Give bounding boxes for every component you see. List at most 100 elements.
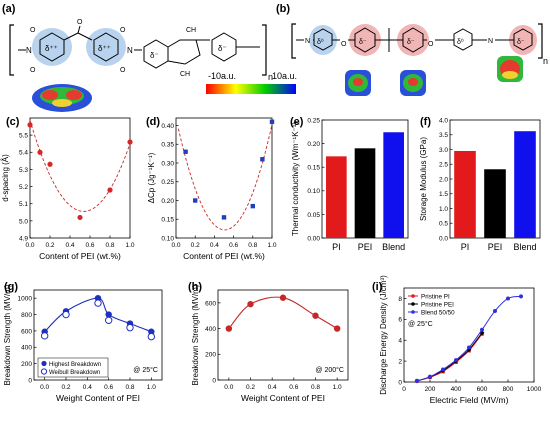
chart-h: (h) 0 200 400 600 0.0 0.2 0.4 0.6 0.8 1.0 Weight C…: [188, 281, 349, 403]
chart-d: (d) 0.10 0.15 0.20 0.25 0.30 0.35 0.40 0.0 0.2 0.…: [146, 116, 277, 261]
x-tick-label: 1.0: [125, 242, 134, 249]
plot-frame: [403, 287, 535, 383]
panel-label-f: (f): [420, 116, 431, 128]
plot-frame: [33, 289, 163, 381]
y-tick-label: 5.0: [19, 218, 28, 225]
atom-n: N: [127, 46, 133, 55]
bracket-left-a: [9, 24, 14, 76]
atom-o: O: [341, 41, 347, 48]
y-tick-label: 0.35: [161, 142, 174, 149]
x-tick-label: 0.6: [289, 384, 298, 391]
esp-map-b1: [345, 70, 371, 96]
chart-c: (c) 4.9 5.0 5.1 5.2 5.3 5.4 5.5 0.0 0.2 0.4 0.6 0.8…: [1, 116, 135, 261]
x-tick-label: 400: [451, 386, 462, 393]
scale-max-label: 10a.u.: [272, 71, 297, 81]
data-point: [37, 149, 43, 155]
x-category-label: Blend: [513, 242, 536, 252]
atom-o: O: [428, 41, 434, 48]
data-point: [428, 374, 432, 379]
y-tick-label: 0.20: [161, 198, 174, 205]
y-tick-label: 5.4: [19, 150, 28, 157]
repeat-n-a: n: [268, 72, 273, 82]
atom-n: N: [488, 38, 493, 45]
data-point: [519, 294, 523, 299]
chart-f: (f) 0.0 0.5 1.0 1.5 2.0 2.5 3.0 3.5 4.0 Storage M…: [419, 116, 541, 252]
data-point: [260, 157, 265, 162]
data-point: [333, 325, 341, 332]
y-tick-label: 0.25: [307, 117, 320, 124]
x-tick-label: 1.0: [147, 384, 156, 391]
x-tick-label: 0.4: [65, 242, 74, 249]
data-point: [279, 294, 287, 301]
y-tick-label: 3.5: [439, 132, 448, 139]
x-tick-label: 0: [402, 386, 406, 393]
data-point: [415, 378, 419, 383]
esp-map-a: [32, 84, 92, 112]
fit-curve: [177, 124, 273, 231]
ring-b1: [313, 28, 333, 51]
delta-m-1: δ⁻: [150, 51, 159, 60]
chart-e: (e) 0.00 0.05 0.10 0.15 0.20 0.25 Thermal cond…: [290, 116, 409, 252]
y-tick-label: 0: [398, 379, 402, 386]
pink-region-2: [397, 24, 429, 56]
x-tick-label: 0.0: [40, 384, 49, 391]
temperature-annotation: @ 25°C: [408, 320, 433, 328]
carbonyl-bridge: [63, 25, 93, 41]
data-point-open: [62, 310, 70, 319]
atom-n: N: [305, 38, 310, 45]
series-line: [416, 333, 483, 382]
x-category-label: Blend: [382, 242, 405, 252]
y-tick-label: 800: [21, 312, 32, 319]
x-tick-label: 1000: [527, 386, 542, 393]
ring-b2: [354, 27, 376, 53]
x-tick-label: 0.4: [268, 384, 277, 391]
legend-marker: [411, 302, 415, 306]
y-tick-label: 4: [398, 338, 402, 345]
atom-o: O: [77, 19, 83, 26]
data-point: [193, 198, 198, 203]
x-category-label: PI: [461, 242, 470, 252]
x-axis-label: Content of PEI (wt.%): [39, 251, 121, 261]
data-point: [454, 358, 458, 363]
y-axis-label: d-spacing (Å): [1, 154, 10, 202]
x-tick-label: 0.0: [25, 242, 34, 249]
x-tick-label: 0.4: [83, 384, 92, 391]
data-point-open: [126, 323, 134, 332]
x-tick-label: 0.6: [229, 242, 238, 249]
delta-0-1: δ⁰: [317, 38, 324, 46]
delta-m-5: δ⁻: [517, 39, 525, 46]
chart-g: (g) 0 200 400 600 800 1000 0.0 0.2 0.4 0.6 0.8 1.0 W…: [3, 281, 163, 403]
panel-label-e: (e): [290, 116, 304, 128]
isopropylidene: [375, 28, 403, 52]
ring-2: [93, 32, 119, 62]
data-point: [467, 345, 471, 350]
bar: [484, 169, 506, 238]
x-category-label: PEI: [358, 242, 373, 252]
y-tick-label: 0.0: [439, 235, 448, 242]
bracket-left-b: [291, 23, 296, 59]
y-tick-label: 600: [21, 328, 32, 335]
bar: [514, 131, 536, 238]
x-tick-label: 0.2: [61, 384, 70, 391]
data-point: [312, 312, 319, 319]
x-axis-label: Weight Content of PEI: [241, 393, 325, 403]
y-axis-label: Breakdown Strength (MV/m): [3, 284, 12, 385]
y-tick-label: 3.0: [439, 147, 448, 154]
x-tick-label: 1.0: [333, 384, 342, 391]
plot-frame: [175, 117, 273, 239]
panel-a: (a) n N O O δ⁺⁺ O δ⁺⁺ O O N δ⁻ CH CH δ⁻: [2, 3, 297, 112]
data-point: [27, 122, 33, 128]
delta-m-4: δ⁻: [407, 39, 415, 46]
ring-4: [211, 32, 237, 62]
y-tick-label: 5.5: [19, 133, 28, 140]
y-tick-label: 8: [398, 296, 402, 303]
y-tick-label: 0.20: [307, 141, 320, 148]
y-tick-label: 0.00: [307, 235, 320, 242]
legend-label: Pristine PI: [421, 293, 450, 300]
ring-b4: [453, 28, 473, 51]
atom-o: O: [30, 67, 36, 74]
data-point: [47, 161, 53, 167]
data-point-open: [94, 299, 102, 307]
y-tick-label: 1.0: [439, 206, 448, 213]
y-tick-label: 400: [21, 345, 32, 352]
